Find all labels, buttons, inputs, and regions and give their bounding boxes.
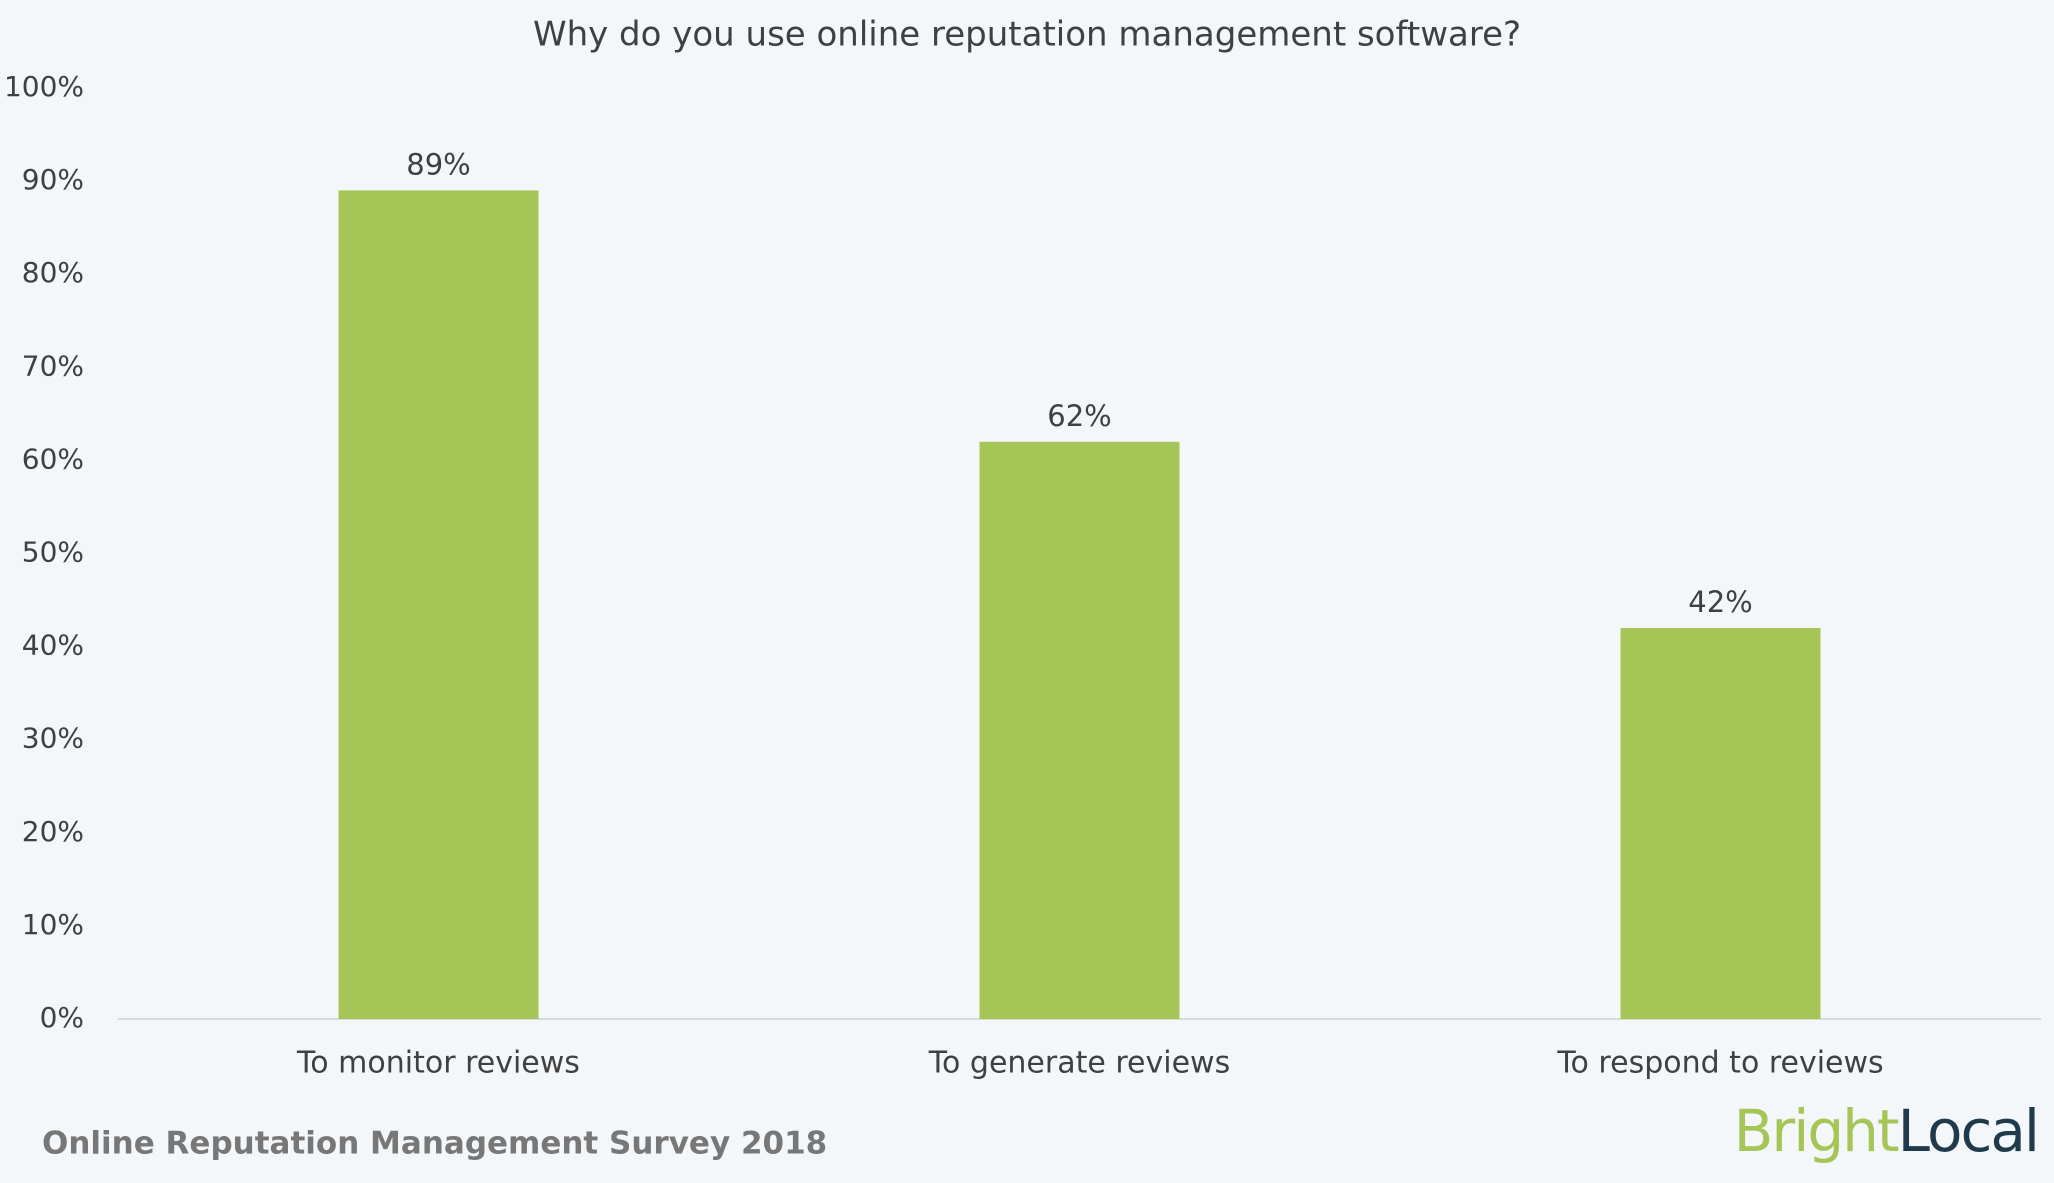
value-label: 42% — [1688, 585, 1752, 619]
y-tick-label: 100% — [4, 70, 84, 103]
value-label: 62% — [1047, 399, 1111, 433]
y-tick-label: 70% — [22, 349, 84, 382]
logo-part: Local — [1898, 1097, 2038, 1165]
y-tick-label: 30% — [22, 722, 84, 755]
chart-title: Why do you use online reputation managem… — [533, 15, 1521, 55]
bar — [979, 441, 1180, 1019]
x-tick-label: To respond to reviews — [1556, 1046, 1883, 1081]
y-tick-label: 90% — [22, 163, 84, 196]
x-tick-label: To generate reviews — [928, 1046, 1230, 1081]
y-tick-label: 60% — [22, 442, 84, 475]
logo-part: Bright — [1734, 1097, 1899, 1165]
source-note: Online Reputation Management Survey 2018 — [42, 1126, 827, 1162]
bar — [338, 190, 539, 1019]
bar — [1620, 627, 1821, 1019]
logo: BrightLocal — [1734, 1097, 2038, 1165]
y-tick-label: 0% — [40, 1001, 84, 1034]
y-tick-label: 50% — [22, 536, 84, 569]
x-tick-label: To monitor reviews — [296, 1046, 580, 1081]
y-tick-label: 20% — [22, 815, 84, 848]
value-label: 89% — [406, 147, 470, 181]
y-tick-label: 80% — [22, 256, 84, 289]
y-tick-label: 10% — [22, 908, 84, 941]
y-tick-label: 40% — [22, 629, 84, 662]
